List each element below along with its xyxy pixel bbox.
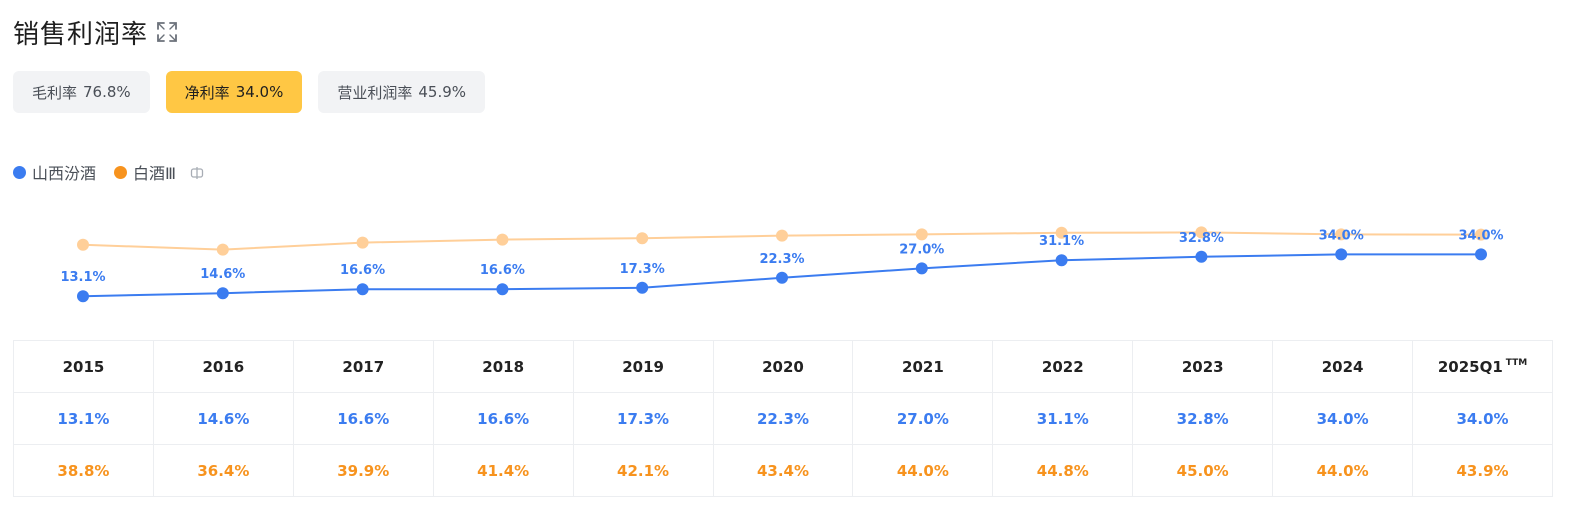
data-point[interactable] [1055,254,1068,267]
data-label: 16.6% [340,263,385,278]
data-label: 32.8% [1179,231,1224,246]
year-cell: 2016 [152,340,294,393]
value-cell: 22.3% [712,392,854,445]
value-cell: 39.9% [292,444,434,497]
tab-gross-margin[interactable]: 毛利率 76.8% [13,71,150,113]
value-cell: 41.4% [432,444,574,497]
table-row-years: 2015 2016 2017 2018 2019 2020 2021 2022 … [13,340,1553,393]
page-title: 销售利润率 [13,19,149,50]
tab-value: 45.9% [418,83,467,101]
year-cell: 2021 [852,340,994,393]
data-point[interactable] [496,283,509,296]
data-point[interactable] [216,243,229,256]
line-chart: 13.1% 14.6% 16.6% 16.6% 17.3% 22.3% 27.0% 31.1%… [60,226,1504,303]
value-cell: 36.4% [152,444,294,497]
data-point[interactable] [77,290,89,303]
toggle-icon[interactable] [190,165,204,179]
data-point[interactable] [1475,228,1487,241]
legend-label: 白酒Ⅲ [133,164,177,183]
data-point[interactable] [1335,248,1348,261]
data-point[interactable] [636,232,649,245]
expand-icon[interactable] [156,21,178,43]
data-point[interactable] [915,262,928,275]
table-row-industry: 38.8% 36.4% 39.9% 41.4% 42.1% 43.4% 44.0… [13,444,1553,497]
data-point[interactable] [1335,228,1348,241]
year-cell-last: 2025Q1 TTM [1412,340,1553,393]
data-point[interactable] [496,233,509,246]
year-cell: 2015 [13,340,154,393]
year-cell: 2020 [712,340,854,393]
tab-label: 毛利率 [32,83,78,102]
year-cell: 2018 [432,340,574,393]
value-cell: 14.6% [152,392,294,445]
data-point[interactable] [356,236,369,249]
data-table: 2015 2016 2017 2018 2019 2020 2021 2022 … [13,340,1553,497]
legend-item-company[interactable]: 山西汾酒 [13,160,96,184]
metric-tabs: 毛利率 76.8% 净利率 34.0% 营业利润率 45.9% [13,71,486,113]
data-point[interactable] [216,287,229,300]
data-label: 27.0% [899,242,944,257]
data-point[interactable] [636,281,649,294]
value-cell: 38.8% [13,444,154,497]
year-cell: 2022 [992,340,1134,393]
data-label: 13.1% [60,270,105,285]
value-cell: 13.1% [13,392,154,445]
value-cell: 17.3% [572,392,714,445]
table-row-company: 13.1% 14.6% 16.6% 16.6% 17.3% 22.3% 27.0… [13,392,1553,445]
data-label: 34.0% [1458,228,1503,243]
data-point[interactable] [77,238,89,251]
tab-value: 76.8% [83,83,131,101]
data-label: 34.0% [1319,228,1364,243]
legend-label: 山西汾酒 [32,164,97,183]
chart-legend: 山西汾酒 白酒Ⅲ [13,160,204,184]
legend-item-industry[interactable]: 白酒Ⅲ [114,160,176,184]
data-point[interactable] [1195,226,1208,239]
legend-dot [114,165,128,179]
tab-net-margin[interactable]: 净利率 34.0% [165,71,303,113]
ttm-badge: TTM [1505,357,1528,368]
value-cell: 27.0% [852,392,994,445]
value-cell: 44.0% [1272,444,1414,497]
title-row: 销售利润率 [13,12,178,52]
tab-label: 净利率 [184,83,230,102]
data-point[interactable] [915,228,928,241]
value-cell: 31.1% [992,392,1134,445]
data-label: 16.6% [480,263,525,278]
value-cell: 43.4% [712,444,854,497]
value-cell: 42.1% [572,444,714,497]
year-cell: 2019 [572,340,714,393]
tab-value: 34.0% [235,83,284,101]
value-cell: 44.8% [992,444,1134,497]
data-label: 22.3% [759,252,804,267]
data-label: 31.1% [1039,234,1084,249]
data-point[interactable] [776,229,788,242]
data-point[interactable] [356,283,369,296]
data-label: 14.6% [200,267,245,282]
value-cell: 43.9% [1412,444,1553,497]
value-cell: 34.0% [1272,392,1414,445]
value-cell: 34.0% [1412,392,1553,445]
value-cell: 45.0% [1132,444,1274,497]
data-point[interactable] [776,271,788,284]
data-label: 17.3% [620,262,665,277]
value-cell: 44.0% [852,444,994,497]
value-cell: 16.6% [432,392,574,445]
data-point[interactable] [1195,250,1208,263]
tab-label: 营业利润率 [337,83,413,102]
year-label: 2025Q1 [1437,357,1503,376]
data-point[interactable] [1055,226,1068,239]
year-cell: 2023 [1132,340,1274,393]
value-cell: 16.6% [292,392,434,445]
tab-operating-margin[interactable]: 营业利润率 45.9% [318,71,486,113]
data-point[interactable] [1475,248,1487,261]
year-cell: 2024 [1272,340,1414,393]
value-cell: 32.8% [1132,392,1274,445]
year-cell: 2017 [292,340,434,393]
legend-dot [13,165,26,179]
